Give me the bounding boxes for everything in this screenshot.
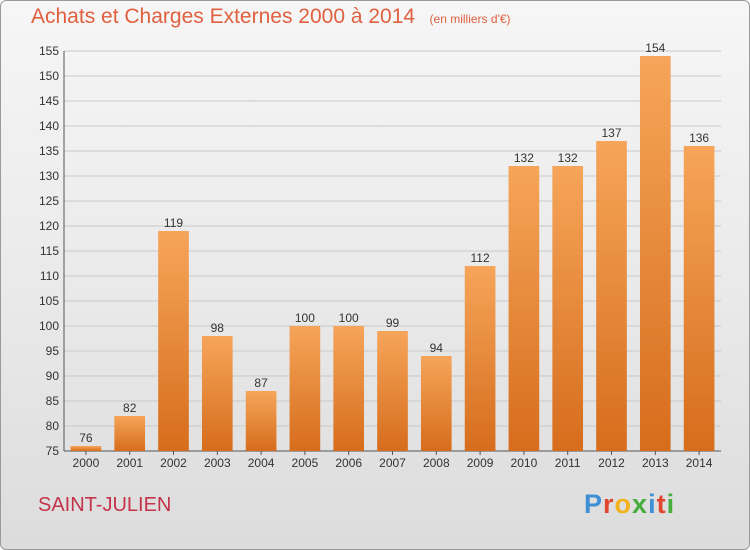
y-tick-label: 100 xyxy=(39,319,59,333)
bar xyxy=(70,446,102,451)
x-tick-label: 2002 xyxy=(160,456,187,470)
data-label: 82 xyxy=(123,401,137,415)
data-label: 76 xyxy=(79,431,93,445)
bar xyxy=(420,356,452,451)
x-tick-label: 2012 xyxy=(598,456,625,470)
x-tick-label: 2005 xyxy=(292,456,319,470)
data-label: 136 xyxy=(689,131,709,145)
bar xyxy=(683,146,715,451)
x-tick-label: 2009 xyxy=(467,456,494,470)
chart-title-text: Achats et Charges Externes 2000 à 2014 xyxy=(31,5,416,28)
y-tick-label: 120 xyxy=(39,219,59,233)
x-tick-label: 2006 xyxy=(335,456,362,470)
x-tick-label: 2010 xyxy=(511,456,538,470)
x-tick-label: 2013 xyxy=(642,456,669,470)
data-label: 119 xyxy=(164,216,183,230)
bar xyxy=(508,166,540,451)
chart-title: Achats et Charges Externes 2000 à 2014 (… xyxy=(31,5,511,29)
x-tick-label: 2004 xyxy=(248,456,275,470)
data-label: 137 xyxy=(601,126,621,140)
y-tick-label: 75 xyxy=(46,444,60,458)
bar xyxy=(377,331,408,451)
y-tick-label: 155 xyxy=(39,44,59,58)
x-tick-label: 2001 xyxy=(116,456,143,470)
data-label: 100 xyxy=(339,311,359,325)
logo-letter: i xyxy=(648,489,657,519)
logo-letter: t xyxy=(656,489,667,519)
bar xyxy=(639,56,671,451)
y-tick-label: 115 xyxy=(40,244,59,258)
bar xyxy=(158,231,189,451)
bar xyxy=(289,326,321,451)
data-label: 94 xyxy=(430,341,444,355)
bar xyxy=(464,266,496,451)
y-tick-label: 80 xyxy=(46,419,60,433)
logo-letter: i xyxy=(666,489,676,519)
chart-unit-note: (en milliers d'€) xyxy=(429,12,511,26)
proxiti-logo: Proxiti xyxy=(584,489,675,520)
data-label: 154 xyxy=(645,41,665,55)
logo-letter: o xyxy=(614,489,633,519)
y-tick-label: 105 xyxy=(39,294,59,308)
y-tick-label: 125 xyxy=(39,194,59,208)
y-tick-label: 130 xyxy=(39,169,59,183)
y-tick-label: 110 xyxy=(40,269,59,283)
data-label: 132 xyxy=(514,151,534,165)
data-label: 87 xyxy=(254,376,268,390)
bar xyxy=(114,416,146,451)
data-label: 132 xyxy=(558,151,578,165)
data-label: 112 xyxy=(471,251,490,265)
logo-letter: x xyxy=(632,489,649,519)
y-tick-label: 135 xyxy=(39,144,59,158)
x-tick-label: 2014 xyxy=(686,456,713,470)
y-tick-label: 140 xyxy=(39,119,59,133)
x-tick-label: 2007 xyxy=(379,456,406,470)
bar xyxy=(201,336,233,451)
y-tick-label: 150 xyxy=(39,69,59,83)
bar xyxy=(596,141,627,451)
y-tick-label: 90 xyxy=(46,369,60,383)
x-tick-label: 2000 xyxy=(73,456,100,470)
logo-letter: r xyxy=(603,489,615,519)
y-tick-label: 145 xyxy=(39,94,59,108)
y-tick-label: 85 xyxy=(46,394,60,408)
logo-letter: P xyxy=(584,489,604,519)
x-tick-label: 2003 xyxy=(204,456,231,470)
data-label: 99 xyxy=(386,316,400,330)
bar xyxy=(245,391,277,451)
data-label: 100 xyxy=(295,311,315,325)
bar xyxy=(552,166,584,451)
bar xyxy=(333,326,365,451)
y-tick-label: 95 xyxy=(46,344,60,358)
data-label: 98 xyxy=(211,321,225,335)
x-tick-label: 2011 xyxy=(555,456,581,470)
commune-name: SAINT-JULIEN xyxy=(38,494,172,516)
x-tick-label: 2008 xyxy=(423,456,450,470)
